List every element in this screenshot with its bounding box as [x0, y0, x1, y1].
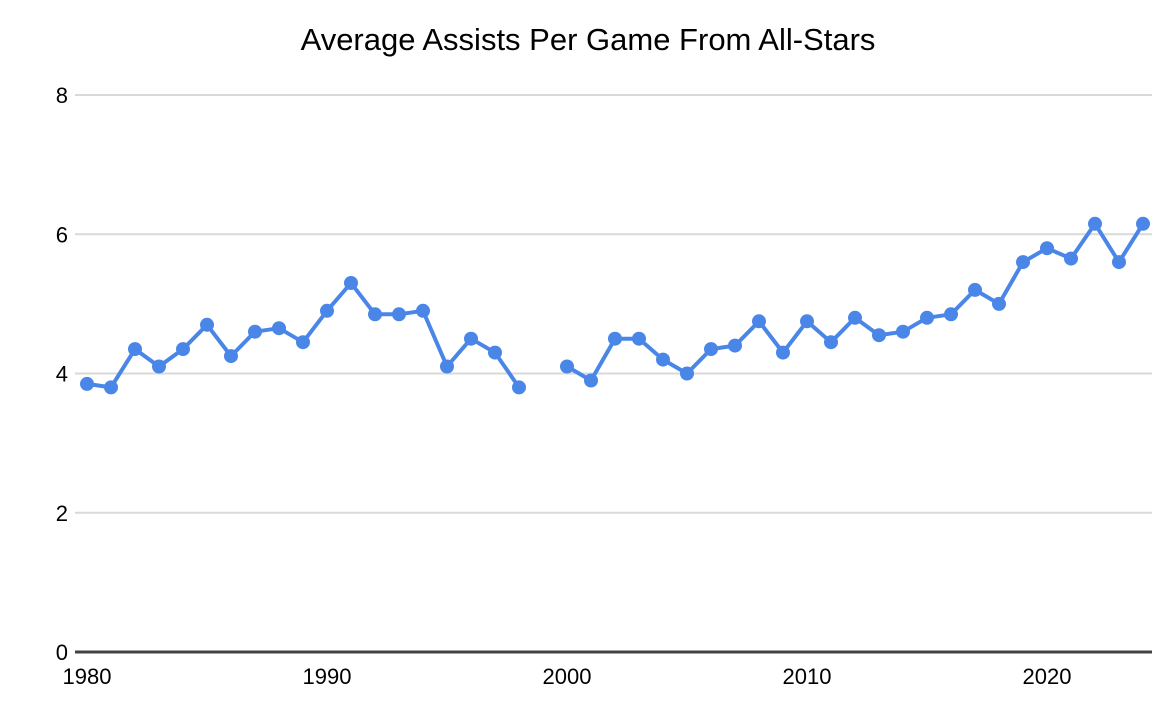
data-point-1980: [80, 376, 94, 391]
data-point-2002: [608, 331, 622, 346]
x-tick-label-2010: 2010: [783, 664, 832, 689]
data-point-2005: [680, 366, 694, 381]
data-point-2018: [992, 296, 1006, 311]
data-series: [80, 216, 1150, 395]
data-point-1996: [464, 331, 478, 346]
data-point-1987: [248, 324, 262, 339]
data-point-2024: [1136, 216, 1150, 231]
x-tick-label-2020: 2020: [1023, 664, 1072, 689]
data-point-2015: [920, 310, 934, 325]
data-point-2008: [752, 314, 766, 329]
y-tick-label-2: 2: [56, 501, 68, 526]
data-point-1995: [440, 359, 454, 374]
data-point-2014: [896, 324, 910, 339]
x-tick-label-1980: 1980: [63, 664, 112, 689]
data-point-2019: [1016, 255, 1030, 270]
data-point-1994: [416, 303, 430, 318]
data-point-1984: [176, 342, 190, 357]
y-tick-label-6: 6: [56, 222, 68, 247]
x-tick-label-2000: 2000: [543, 664, 592, 689]
x-tick-label-1990: 1990: [303, 664, 352, 689]
data-point-1993: [392, 307, 406, 322]
data-point-1981: [104, 380, 118, 395]
data-point-2022: [1088, 216, 1102, 231]
data-point-1997: [488, 345, 502, 360]
data-point-1991: [344, 276, 358, 290]
data-point-2007: [728, 338, 742, 353]
y-tick-label-0: 0: [56, 640, 68, 665]
data-point-1992: [368, 307, 382, 322]
chart-title: Average Assists Per Game From All-Stars: [301, 22, 876, 57]
data-point-1982: [128, 342, 142, 357]
data-point-2013: [872, 328, 886, 343]
data-point-1986: [224, 349, 238, 364]
data-point-2000: [560, 359, 574, 374]
y-tick-label-8: 8: [56, 83, 68, 108]
data-point-2010: [800, 314, 814, 329]
data-point-1998: [512, 380, 526, 395]
data-point-2012: [848, 310, 862, 325]
data-point-1990: [320, 303, 334, 318]
data-point-1983: [152, 359, 166, 374]
data-point-2006: [704, 342, 718, 357]
data-point-2023: [1112, 255, 1126, 270]
data-point-2003: [632, 331, 646, 346]
data-point-1985: [200, 317, 214, 332]
data-point-2009: [776, 345, 790, 360]
data-point-2011: [824, 335, 838, 350]
y-tick-label-4: 4: [56, 362, 68, 387]
data-point-1988: [272, 321, 286, 336]
data-point-2020: [1040, 241, 1054, 256]
data-point-2017: [968, 282, 982, 297]
gridlines: [75, 94, 1152, 654]
x-axis-labels: 1980 1990 2000 2010 2020: [63, 664, 1072, 689]
series-line-segment-2: [565, 221, 1145, 383]
y-axis-labels: 0 2 4 6 8: [56, 83, 68, 665]
data-point-2021: [1064, 251, 1078, 266]
data-point-2001: [584, 373, 598, 388]
data-point-1989: [296, 335, 310, 350]
data-point-2016: [944, 307, 958, 322]
data-point-2004: [656, 352, 670, 367]
